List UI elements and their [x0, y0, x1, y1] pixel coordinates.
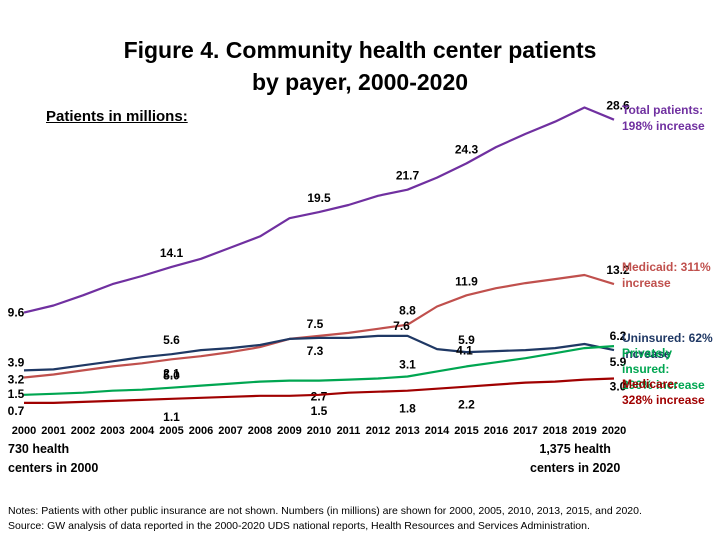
x-tick-label-2018: 2018 [543, 425, 567, 437]
data-label-uninsured-2013: 7.6 [393, 319, 410, 333]
footer-source-line: Source: GW analysis of data reported in … [8, 520, 590, 532]
legend-uninsured-line2: increase [622, 347, 671, 361]
data-label-uninsured-2000: 3.9 [8, 355, 25, 369]
x-tick-label-2012: 2012 [366, 425, 390, 437]
legend-total-line2: 198% increase [622, 119, 705, 133]
data-label-uninsured-2015: 5.9 [458, 333, 475, 347]
data-label-total-2005: 14.1 [160, 246, 184, 260]
data-label-medicare-2000: 0.7 [8, 404, 25, 418]
x-tick-label-2006: 2006 [189, 425, 213, 437]
data-label-total-2015: 24.3 [455, 142, 479, 156]
x-tick-label-2000: 2000 [12, 425, 36, 437]
legend-total: Total patients: 198% increase [622, 102, 705, 134]
data-label-uninsured-2005: 5.6 [163, 333, 180, 347]
x-tick-label-2015: 2015 [454, 425, 478, 437]
data-label-total-2000: 9.6 [8, 306, 25, 320]
data-label-private-2000: 1.5 [8, 387, 25, 401]
data-label-uninsured-2010: 7.5 [307, 317, 324, 331]
x-tick-label-2008: 2008 [248, 425, 272, 437]
data-label-medicare-2005: 1.1 [163, 410, 180, 424]
x-tick-label-2002: 2002 [71, 425, 95, 437]
footer-notes: Notes: Patients with other public insura… [8, 504, 718, 534]
x-tick-label-2007: 2007 [218, 425, 242, 437]
series-line-uninsured [23, 334, 615, 372]
legend-medicaid: Medicaid: 311% increase [622, 259, 711, 291]
x-tick-label-2010: 2010 [307, 425, 331, 437]
footer-notes-line: Notes: Patients with other public insura… [8, 505, 642, 517]
series-line-private [23, 345, 615, 396]
note-left-line2: centers in 2000 [8, 461, 99, 475]
legend-private-line2: 296% increase [622, 378, 705, 392]
note-centers-2020: 1,375 health centers in 2020 [530, 440, 620, 478]
legend-medicare-line2: 328% increase [622, 393, 705, 407]
data-label-total-2013: 21.7 [396, 169, 420, 183]
legend-uninsured: Uninsured: 62% increase [622, 330, 713, 362]
x-tick-label-2013: 2013 [395, 425, 419, 437]
data-label-medicaid-2020: 13.2 [606, 263, 630, 277]
note-centers-2000: 730 health centers in 2000 [8, 440, 98, 478]
legend-medicaid-line2: increase [622, 276, 671, 290]
data-label-medicare-2015: 2.2 [458, 398, 475, 412]
data-label-private-2020: 5.9 [610, 355, 627, 369]
x-tick-label-2019: 2019 [572, 425, 596, 437]
x-tick-label-2017: 2017 [513, 425, 537, 437]
data-label-medicare-2020: 3.0 [610, 380, 627, 394]
x-tick-label-2003: 2003 [100, 425, 124, 437]
chart-title-line2: by payer, 2000-2020 [251, 69, 469, 95]
legend-medicare-line1: Medicare: [622, 377, 679, 391]
data-label-medicare-2013: 1.8 [399, 402, 416, 416]
x-tick-label-2020: 2020 [602, 425, 626, 437]
data-label-medicaid-2013: 8.8 [399, 304, 416, 318]
series-line-medicare [24, 377, 615, 404]
data-label-uninsured-2020: 6.2 [610, 329, 627, 343]
note-right-line1: 1,375 health [539, 442, 611, 456]
x-tick-label-2016: 2016 [484, 425, 508, 437]
data-label-private-2010: 2.7 [311, 390, 328, 404]
data-label-medicaid-2010: 7.3 [307, 344, 324, 358]
x-tick-label-2011: 2011 [337, 425, 361, 437]
legend-privately-insured: Privately insured: 296% increase [622, 345, 720, 393]
data-label-total-2020: 28.6 [606, 99, 630, 113]
legend-uninsured-line1: Uninsured: 62% [622, 331, 713, 345]
data-label-medicaid-2000: 3.2 [8, 373, 25, 387]
data-label-private-2005: 2.1 [163, 367, 180, 381]
series-line-total [23, 106, 615, 314]
data-label-private-2015: 4.1 [456, 343, 473, 357]
note-left-line1: 730 health [8, 442, 70, 456]
legend-medicare: Medicare: 328% increase [622, 376, 705, 408]
chart-title: Figure 4. Community health center patien… [0, 34, 720, 98]
data-label-total-2010: 19.5 [307, 191, 331, 205]
data-label-private-2013: 3.1 [399, 358, 416, 372]
chart-title-line1: Figure 4. Community health center patien… [123, 37, 597, 63]
data-label-medicare-2010: 1.5 [311, 404, 328, 418]
x-tick-label-2009: 2009 [277, 425, 301, 437]
x-tick-label-2005: 2005 [159, 425, 183, 437]
legend-total-line1: Total patients: [622, 103, 704, 117]
legend-medicaid-line1: Medicaid: 311% [622, 260, 711, 274]
data-label-medicaid-2005: 5.0 [163, 368, 180, 382]
x-tick-label-2001: 2001 [41, 425, 65, 437]
y-axis-label: Patients in millions: [46, 108, 188, 125]
data-label-medicaid-2015: 11.9 [455, 274, 478, 288]
note-right-line2: centers in 2020 [530, 461, 621, 475]
x-tick-label-2004: 2004 [130, 425, 155, 437]
x-tick-label-2014: 2014 [425, 425, 450, 437]
legend-private-line1: Privately insured: [622, 346, 673, 376]
series-line-medicaid [23, 273, 615, 379]
